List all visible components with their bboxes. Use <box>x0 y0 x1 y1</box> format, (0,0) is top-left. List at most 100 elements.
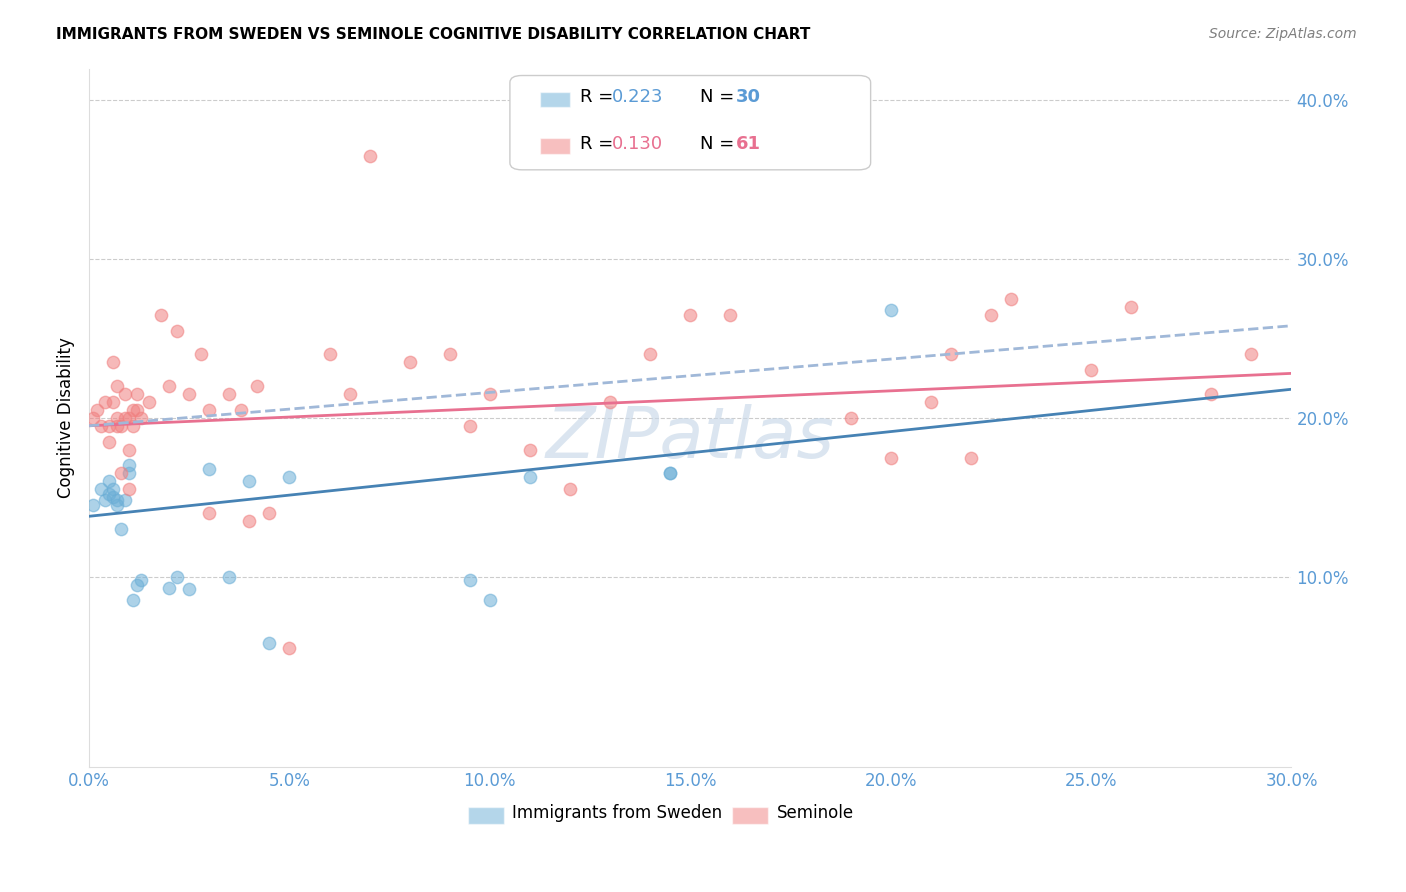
Point <box>458 418 481 433</box>
Bar <box>540 92 569 107</box>
Point <box>318 347 340 361</box>
Text: 0.130: 0.130 <box>612 135 664 153</box>
Point <box>959 450 981 465</box>
Text: Immigrants from Sweden: Immigrants from Sweden <box>512 804 723 822</box>
Point <box>939 347 962 361</box>
Text: Source: ZipAtlas.com: Source: ZipAtlas.com <box>1209 27 1357 41</box>
Bar <box>540 138 569 153</box>
Point <box>920 395 942 409</box>
Point <box>114 493 136 508</box>
Point <box>519 469 541 483</box>
Point <box>127 403 149 417</box>
Point <box>157 379 180 393</box>
Point <box>519 442 541 457</box>
Point <box>638 347 661 361</box>
Point <box>90 483 112 497</box>
Point <box>1201 387 1223 401</box>
Text: N =: N = <box>700 88 740 106</box>
Point <box>118 442 141 457</box>
Point <box>679 308 702 322</box>
Text: 30: 30 <box>735 88 761 106</box>
Point <box>138 395 160 409</box>
Point <box>82 410 104 425</box>
Point <box>94 493 117 508</box>
Point <box>398 355 420 369</box>
Text: Seminole: Seminole <box>778 804 853 822</box>
Point <box>129 573 152 587</box>
Point <box>105 418 128 433</box>
Point <box>458 573 481 587</box>
Point <box>278 641 301 656</box>
Point <box>98 418 121 433</box>
Point <box>659 467 682 481</box>
Point <box>110 418 132 433</box>
Point <box>259 636 281 650</box>
Point <box>879 450 901 465</box>
Point <box>98 475 121 489</box>
Point <box>218 569 240 583</box>
Point <box>259 506 281 520</box>
Point <box>118 467 141 481</box>
Bar <box>468 807 503 824</box>
Point <box>118 458 141 473</box>
Point <box>101 395 124 409</box>
Point <box>86 403 108 417</box>
Point <box>190 347 212 361</box>
Y-axis label: Cognitive Disability: Cognitive Disability <box>58 337 75 499</box>
Point <box>110 522 132 536</box>
Point <box>129 410 152 425</box>
Bar <box>733 807 769 824</box>
Point <box>94 395 117 409</box>
Point <box>150 308 173 322</box>
Point <box>98 487 121 501</box>
Point <box>166 324 188 338</box>
Point <box>98 434 121 449</box>
Text: N =: N = <box>700 135 740 153</box>
Point <box>105 410 128 425</box>
Point <box>101 355 124 369</box>
Point <box>114 410 136 425</box>
Point <box>114 387 136 401</box>
Point <box>179 387 201 401</box>
Point <box>179 582 201 597</box>
Point <box>101 490 124 504</box>
Point <box>238 514 260 528</box>
Text: 0.223: 0.223 <box>612 88 664 106</box>
Point <box>1000 292 1022 306</box>
Point <box>1121 300 1143 314</box>
Point <box>659 467 682 481</box>
Point <box>122 418 145 433</box>
Point <box>246 379 269 393</box>
Point <box>558 483 581 497</box>
Point <box>980 308 1002 322</box>
Point <box>879 302 901 317</box>
Point <box>166 569 188 583</box>
Point <box>238 475 260 489</box>
Point <box>127 387 149 401</box>
Text: 61: 61 <box>735 135 761 153</box>
Point <box>439 347 461 361</box>
Point <box>1080 363 1102 377</box>
Point <box>478 387 501 401</box>
Point <box>90 418 112 433</box>
Point <box>118 483 141 497</box>
Point <box>599 395 621 409</box>
Point <box>127 577 149 591</box>
Text: R =: R = <box>579 88 619 106</box>
Point <box>105 498 128 512</box>
Point <box>101 483 124 497</box>
Point <box>118 410 141 425</box>
Point <box>122 593 145 607</box>
Point <box>105 493 128 508</box>
Point <box>82 498 104 512</box>
Point <box>278 469 301 483</box>
Point <box>839 410 862 425</box>
Point <box>105 379 128 393</box>
Point <box>110 467 132 481</box>
Point <box>198 403 221 417</box>
Text: ZIPatlas: ZIPatlas <box>546 404 835 474</box>
Text: IMMIGRANTS FROM SWEDEN VS SEMINOLE COGNITIVE DISABILITY CORRELATION CHART: IMMIGRANTS FROM SWEDEN VS SEMINOLE COGNI… <box>56 27 811 42</box>
Point <box>198 506 221 520</box>
Point <box>1240 347 1263 361</box>
Point <box>339 387 361 401</box>
